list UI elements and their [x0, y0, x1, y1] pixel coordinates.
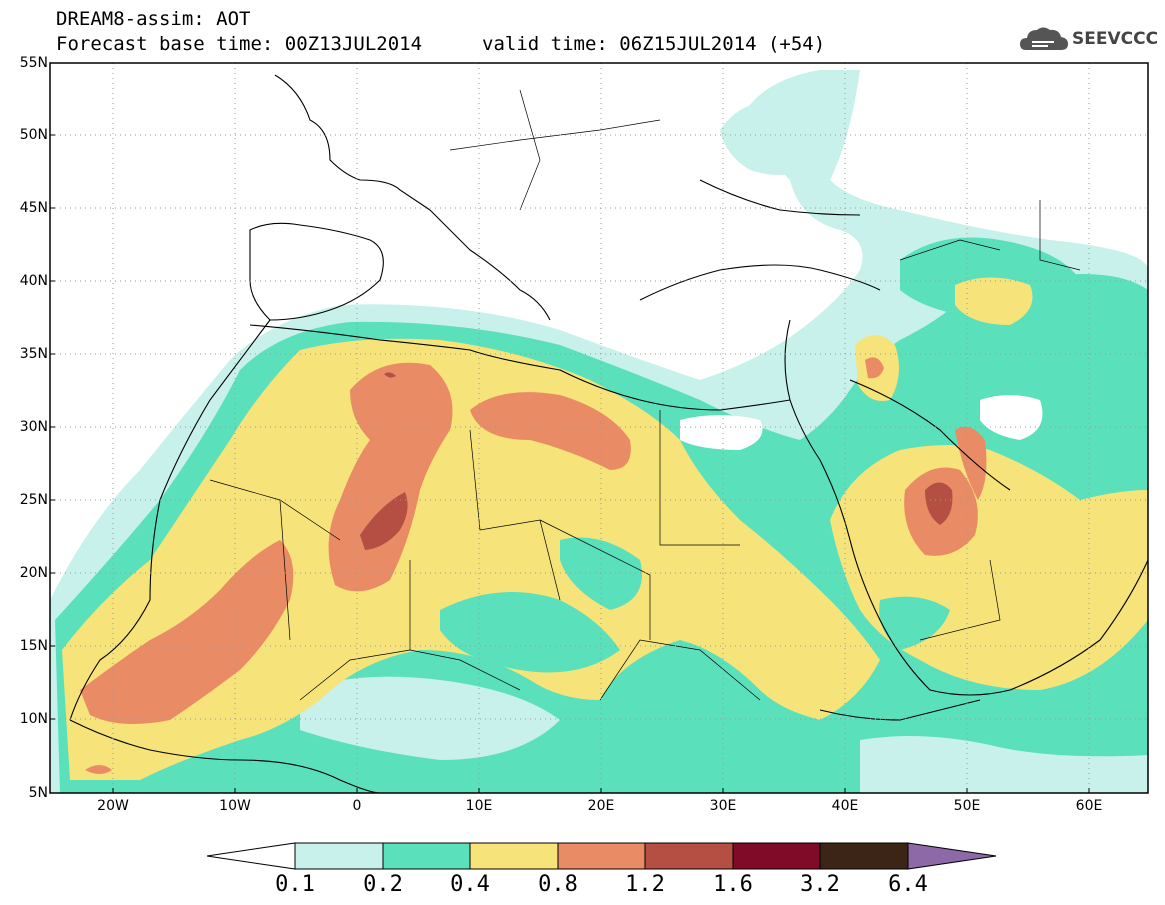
aot-contour-0-8-libya [470, 392, 631, 470]
graticule [50, 63, 1148, 793]
lat-label: 25N [19, 492, 48, 508]
colorbar-label: 0.1 [275, 872, 315, 897]
cloud-logo-icon [1020, 27, 1068, 50]
lat-label: 50N [19, 127, 48, 143]
forecast-base-time: Forecast base time: 00Z13JUL2014 [56, 33, 423, 55]
colorbar-label: 0.2 [363, 872, 403, 897]
axis-ticks [50, 62, 1090, 793]
coastlines [69, 74, 1148, 793]
colorbar-label: 1.2 [625, 872, 665, 897]
map-frame [49, 62, 1149, 794]
colorbar-segment [382, 842, 471, 870]
lon-label: 20E [587, 798, 615, 814]
colorbar-segment [469, 842, 559, 870]
colorbar-label: 3.2 [800, 872, 840, 897]
colorbar-segment [732, 842, 821, 870]
lon-label: 10W [219, 798, 251, 814]
lat-label: 30N [19, 419, 48, 435]
aot-contour-0-1-north [720, 100, 800, 175]
colorbar [206, 842, 997, 870]
aot-contour-0-4 [62, 338, 880, 780]
lon-label: 40E [831, 798, 859, 814]
colorbar-label: 6.4 [888, 872, 928, 897]
colorbar-segment-under [206, 842, 296, 870]
lon-label: 10E [465, 798, 493, 814]
lon-label: 60E [1075, 798, 1103, 814]
lat-label: 35N [19, 346, 48, 362]
colorbar-segment [644, 842, 734, 870]
aot-contour-0-8-west [80, 540, 294, 724]
colorbar-segment [294, 842, 384, 870]
colorbar-segment [557, 842, 646, 870]
aot-contour-1-2-arabia [925, 482, 953, 525]
colorbar-segment-over [907, 842, 997, 870]
lat-label: 55N [19, 55, 48, 71]
lon-label: 20W [97, 798, 129, 814]
colorbar-label: 0.4 [450, 872, 490, 897]
lon-label: 0 [352, 798, 362, 814]
lat-label: 5N [28, 785, 48, 801]
lat-label: 10N [19, 711, 48, 727]
lon-label: 50E [953, 798, 981, 814]
map-title: DREAM8-assim: AOT [56, 8, 251, 30]
lat-label: 15N [19, 638, 48, 654]
logo-text: SEEVCCC [1072, 29, 1159, 49]
colorbar-label: 1.6 [713, 872, 753, 897]
lat-label: 40N [19, 273, 48, 289]
lat-label: 20N [19, 565, 48, 581]
aot-contour-0-8 [328, 362, 453, 592]
seevccc-logo: SEEVCCC [1018, 22, 1158, 56]
valid-time: valid time: 06Z15JUL2014 (+54) [482, 33, 826, 55]
lon-label: 30E [709, 798, 737, 814]
lat-label: 45N [19, 200, 48, 216]
colorbar-label: 0.8 [538, 872, 578, 897]
aot-contour-1-2 [360, 492, 408, 550]
colorbar-segment [819, 842, 909, 870]
